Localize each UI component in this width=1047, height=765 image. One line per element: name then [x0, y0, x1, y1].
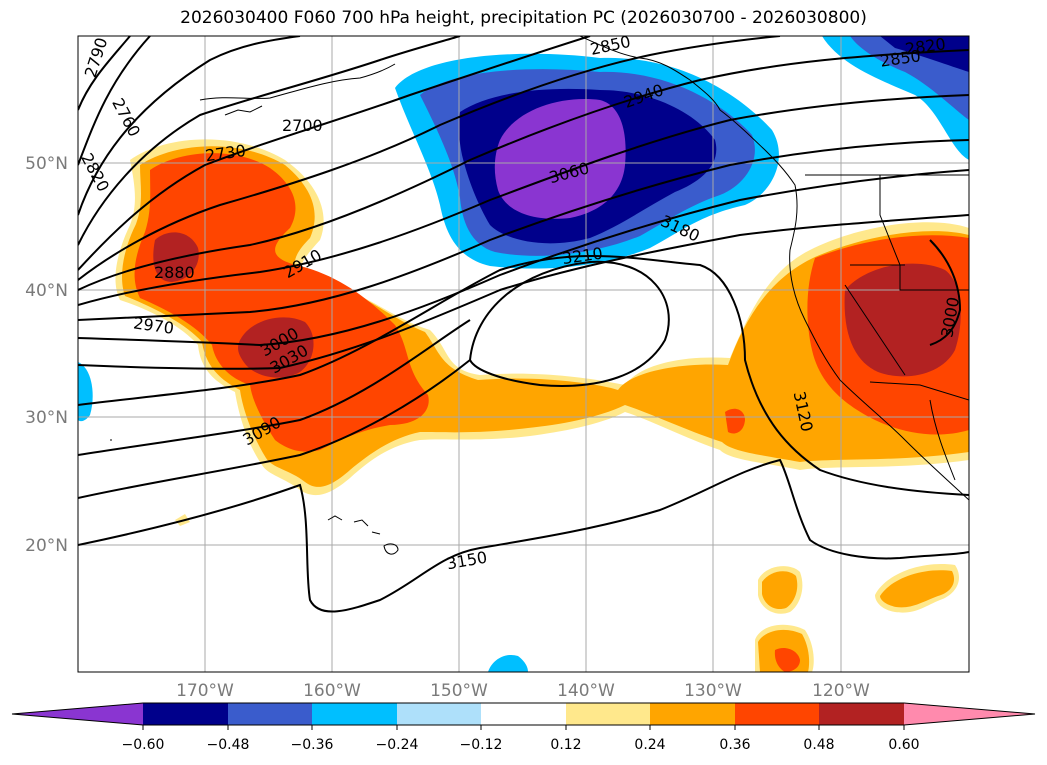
colorbar-segment [228, 703, 312, 725]
map-frame [77, 35, 970, 673]
colorbar-tick-label: 0.36 [719, 737, 750, 753]
colorbar-segment [735, 703, 819, 725]
colorbar-tick-label: 0.24 [634, 737, 665, 753]
colorbar: −0.60 −0.48 −0.36 −0.24 −0.12 0.12 0.24 … [11, 702, 1036, 753]
map-field: 2790 2760 2820 2730 2700 2850 2940 2880 … [78, 34, 969, 672]
lat-label: 20°N [25, 536, 68, 556]
colorbar-tick-label: −0.48 [207, 737, 250, 753]
lon-label: 160°W [303, 681, 361, 701]
colorbar-segment [650, 703, 735, 725]
colorbar-segment [143, 703, 228, 725]
colorbar-segment [566, 703, 650, 725]
colorbar-segment [819, 703, 904, 725]
colorbar-segment [481, 703, 566, 725]
contour-label: 2880 [154, 263, 195, 282]
colorbar-tick-label: 0.48 [803, 737, 834, 753]
contour-label: 2820 [904, 34, 947, 58]
lat-label: 40°N [25, 281, 68, 301]
contour-label: 2700 [282, 116, 323, 135]
colorbar-tick-label: 0.12 [550, 737, 581, 753]
lat-label: 50°N [25, 154, 68, 174]
lat-label: 30°N [25, 408, 68, 428]
height-contours [78, 36, 969, 613]
lon-label: 170°W [176, 681, 234, 701]
colorbar-tick-label: −0.12 [460, 737, 503, 753]
positive-anomaly-shading [115, 139, 969, 672]
lon-label: 120°W [812, 681, 870, 701]
longitude-labels: 170°W 160°W 150°W 140°W 130°W 120°W [176, 681, 870, 701]
colorbar-tick-label: −0.24 [376, 737, 419, 753]
colorbar-tick-label: 0.60 [888, 737, 919, 753]
colorbar-tick-label: −0.36 [291, 737, 334, 753]
colorbar-segment [397, 703, 481, 725]
chart-title: 2026030400 F060 700 hPa height, precipit… [180, 8, 867, 28]
colorbar-segment [12, 703, 143, 725]
lon-label: 150°W [430, 681, 488, 701]
lon-label: 140°W [557, 681, 615, 701]
colorbar-tick-label: −0.60 [122, 737, 165, 753]
latitude-labels: 50°N 40°N 30°N 20°N [25, 154, 68, 556]
colorbar-segment [312, 703, 397, 725]
colorbar-segment [904, 703, 1035, 725]
graticule [78, 36, 969, 672]
lon-label: 130°W [684, 681, 742, 701]
